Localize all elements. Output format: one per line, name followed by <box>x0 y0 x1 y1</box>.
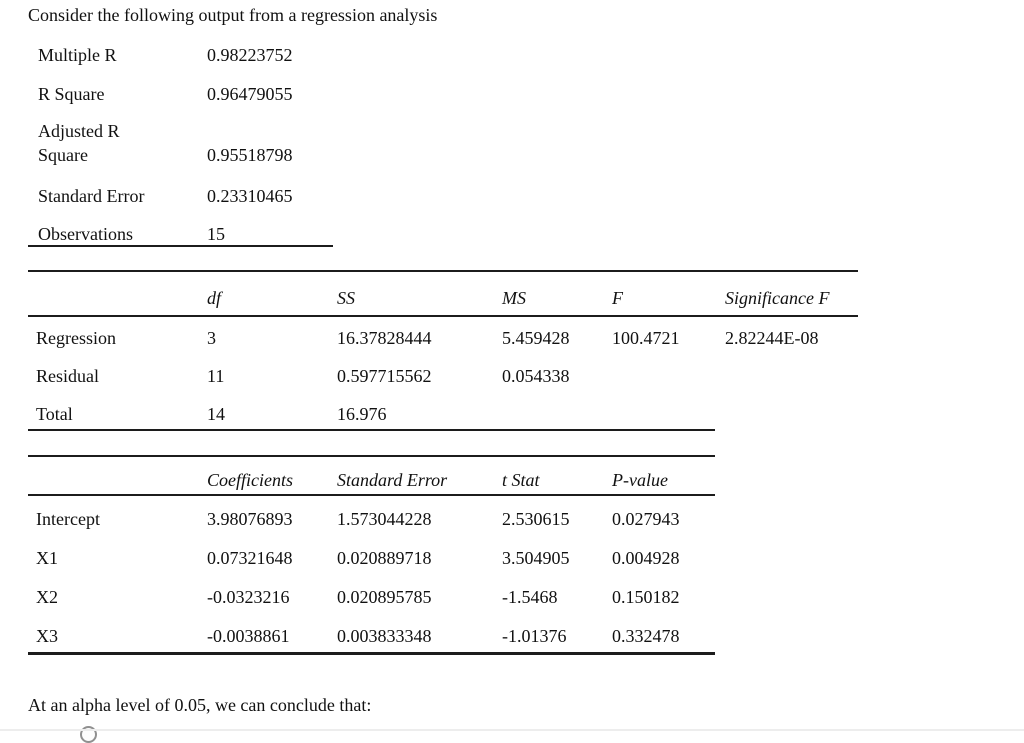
table-row: X1 0.07321648 0.020889718 3.504905 0.004… <box>28 535 715 574</box>
row-label: X2 <box>36 587 58 607</box>
cell: 0.020889718 <box>337 548 432 568</box>
cell: 0.597715562 <box>337 366 432 386</box>
row-label: X3 <box>36 626 58 646</box>
row-label: Residual <box>36 366 99 386</box>
cell: 16.37828444 <box>337 328 432 348</box>
header-cell: df <box>207 288 222 308</box>
stat-value: 0.95518798 <box>207 145 293 165</box>
conclusion-prompt: At an alpha level of 0.05, we can conclu… <box>28 695 372 715</box>
cell: 0.003833348 <box>337 626 432 646</box>
question-title: Consider the following output from a reg… <box>28 5 438 25</box>
table-row: Total 14 16.976 <box>28 393 858 431</box>
cell: 16.976 <box>337 404 387 424</box>
row-label: Regression <box>36 328 116 348</box>
table-row: Intercept 3.98076893 1.573044228 2.53061… <box>28 496 715 535</box>
cell: 11 <box>207 366 225 386</box>
header-cell: Standard Error <box>337 470 448 490</box>
anova-table: df SS MS F Significance F Regression 3 1… <box>28 270 858 431</box>
stat-label: Standard Error <box>38 186 145 206</box>
cell: 0.150182 <box>612 587 680 607</box>
cell: -1.01376 <box>502 626 567 646</box>
cell: 14 <box>207 404 225 424</box>
table-row: Observations 15 <box>28 217 333 245</box>
cell: -1.5468 <box>502 587 558 607</box>
stat-value: 15 <box>207 224 225 244</box>
cell: 3.504905 <box>502 548 570 568</box>
cell: 5.459428 <box>502 328 570 348</box>
cell: 2.530615 <box>502 509 570 529</box>
cell: 0.027943 <box>612 509 680 529</box>
coefficients-table: Coefficients Standard Error t Stat P-val… <box>28 455 715 655</box>
cell: 100.4721 <box>612 328 680 348</box>
cell: 2.82244E-08 <box>725 328 819 348</box>
cell: 0.004928 <box>612 548 680 568</box>
stat-value: 0.98223752 <box>207 45 293 65</box>
cell: 0.332478 <box>612 626 680 646</box>
header-cell: Significance F <box>725 288 830 308</box>
header-cell: F <box>612 288 623 308</box>
header-cell: SS <box>337 288 355 308</box>
stat-label: Multiple R <box>38 45 117 65</box>
header-cell: Coefficients <box>207 470 293 490</box>
table-row: Regression 3 16.37828444 5.459428 100.47… <box>28 317 858 355</box>
row-label: X1 <box>36 548 58 568</box>
header-cell: MS <box>502 288 526 308</box>
coefficients-header-row: Coefficients Standard Error t Stat P-val… <box>28 457 715 496</box>
stat-label: Adjusted R Square <box>38 121 120 165</box>
row-label: Total <box>36 404 73 424</box>
cell: 1.573044228 <box>337 509 432 529</box>
cell: 3 <box>207 328 216 348</box>
anova-header-row: df SS MS F Significance F <box>28 272 858 317</box>
cell: 3.98076893 <box>207 509 293 529</box>
stat-label: R Square <box>38 84 105 104</box>
regression-summary-table: Multiple R 0.98223752 R Square 0.9647905… <box>28 36 333 247</box>
cell: -0.0323216 <box>207 587 290 607</box>
cell: 0.07321648 <box>207 548 293 568</box>
stat-value: 0.23310465 <box>207 186 293 206</box>
row-label: Intercept <box>36 509 100 529</box>
cell: -0.0038861 <box>207 626 290 646</box>
table-row: X3 -0.0038861 0.003833348 -1.01376 0.332… <box>28 613 715 652</box>
table-row: Residual 11 0.597715562 0.054338 <box>28 355 858 393</box>
table-row: Adjusted R Square 0.95518798 <box>28 114 333 179</box>
header-cell: P-value <box>612 470 668 490</box>
viewport-bottom-edge <box>0 729 1024 731</box>
table-row: X2 -0.0323216 0.020895785 -1.5468 0.1501… <box>28 574 715 613</box>
cell: 0.054338 <box>502 366 570 386</box>
table-row: Multiple R 0.98223752 <box>28 36 333 75</box>
cell: 0.020895785 <box>337 587 432 607</box>
stat-label: Observations <box>38 224 133 244</box>
table-row: Standard Error 0.23310465 <box>28 179 333 217</box>
stat-value: 0.96479055 <box>207 84 293 104</box>
table-row: R Square 0.96479055 <box>28 75 333 114</box>
header-cell: t Stat <box>502 470 540 490</box>
table-bottom-rule <box>28 429 715 431</box>
